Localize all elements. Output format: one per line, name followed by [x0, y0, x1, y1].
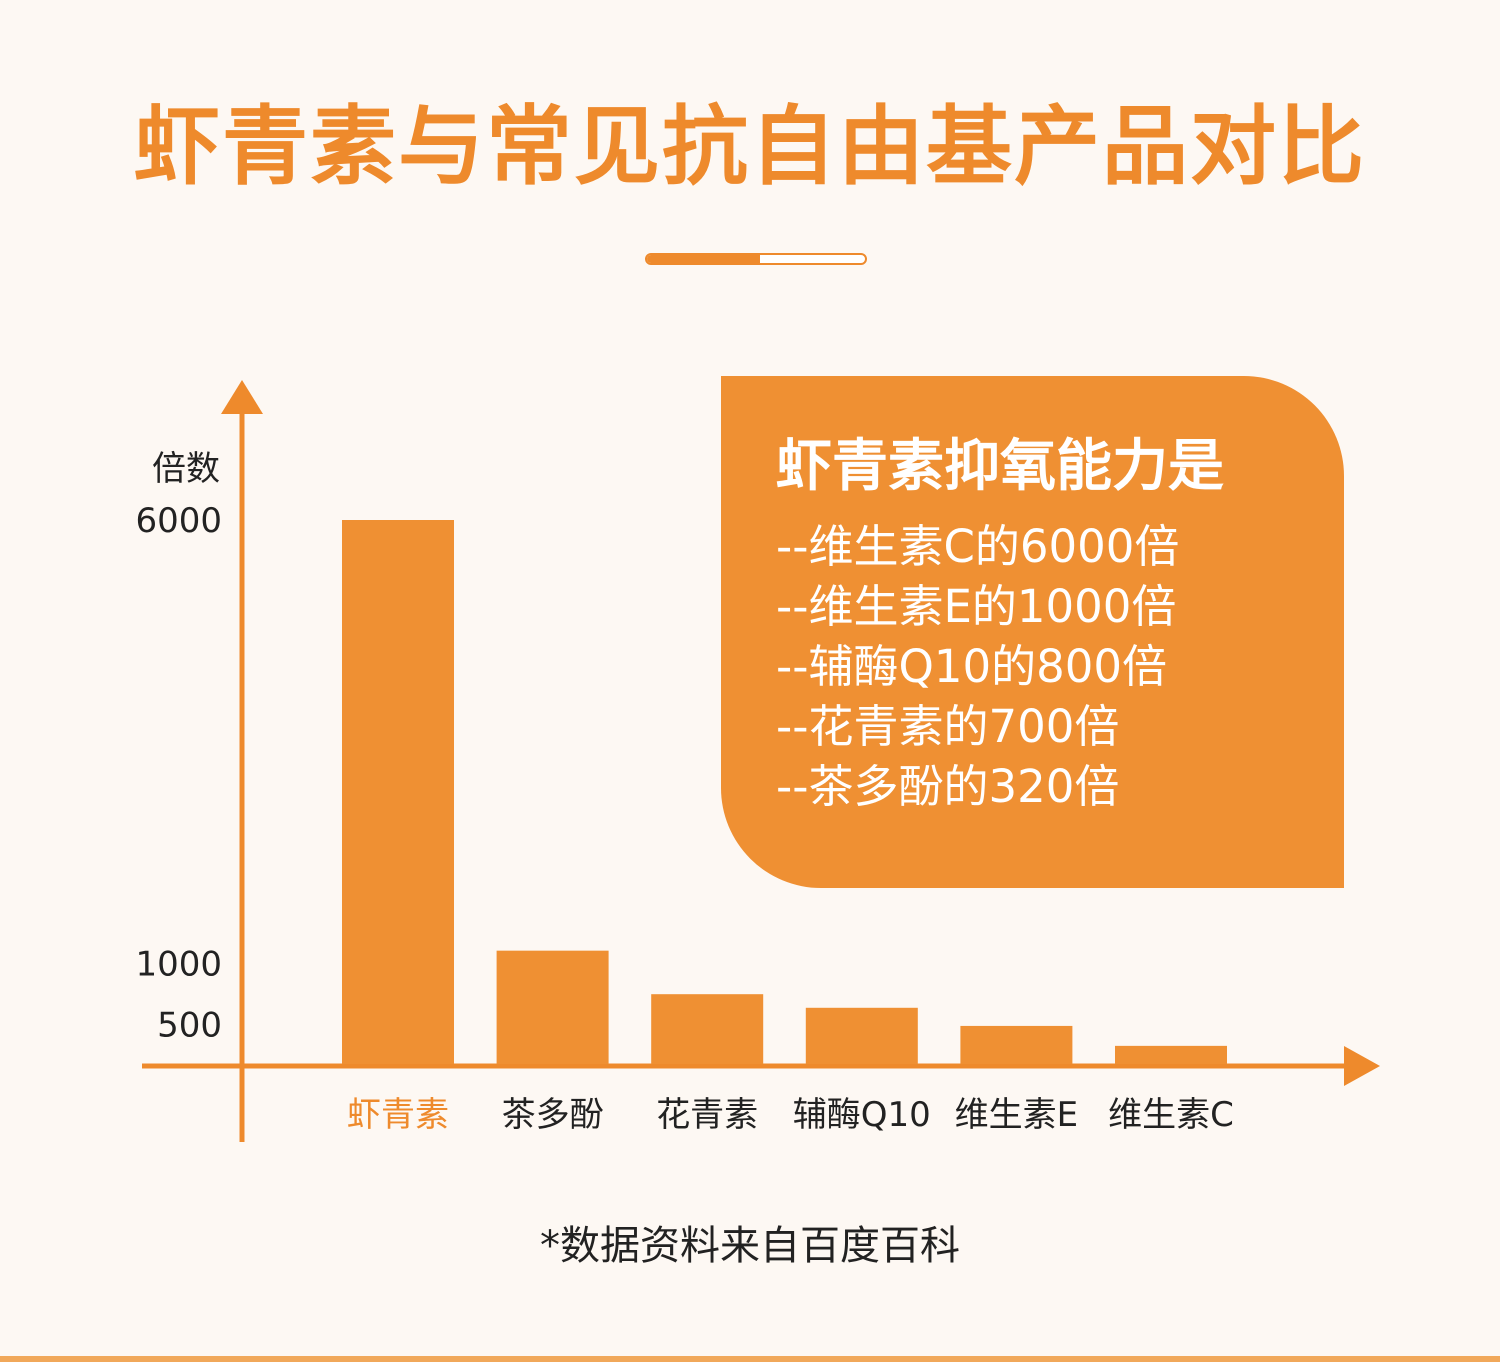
x-tick-label: 辅酶Q10: [793, 1095, 931, 1135]
title-divider-bar: [645, 253, 867, 265]
bar-3: [651, 994, 764, 1064]
x-tick-label: 维生素E: [955, 1095, 1078, 1135]
info-line-vitamin-e: --维生素E的1000倍: [776, 580, 1177, 633]
x-tick-label: 维生素C: [1108, 1095, 1234, 1135]
x-tick-label: 茶多酚: [502, 1095, 604, 1135]
source-footnote: *数据资料来自百度百科: [540, 1223, 960, 1269]
title-divider-fill: [647, 255, 761, 263]
y-tick-label: 1000: [135, 944, 222, 984]
y-tick-label: 6000: [135, 501, 222, 541]
bar-4: [805, 1007, 918, 1064]
info-line-anthocyanin: --花青素的700倍: [776, 700, 1120, 753]
y-axis-arrow: [221, 380, 263, 414]
info-line-coq10: --辅酶Q10的800倍: [776, 640, 1168, 693]
bar-1: [342, 520, 454, 1064]
info-line-tea-polyphenol: --茶多酚的320倍: [776, 760, 1120, 813]
info-line-vitamin-c: --维生素C的6000倍: [776, 520, 1180, 573]
bar-5: [960, 1025, 1073, 1064]
x-tick-label: 虾青素: [347, 1095, 449, 1135]
x-tick-label: 花青素: [656, 1095, 758, 1135]
bar-2: [496, 950, 609, 1064]
y-tick-label: 500: [157, 1006, 222, 1046]
info-heading: 虾青素抑氧能力是: [776, 434, 1224, 499]
bar-6: [1115, 1045, 1227, 1064]
page-title: 虾青素与常见抗自由基产品对比: [134, 97, 1366, 197]
y-axis-label: 倍数: [152, 449, 220, 489]
x-axis-arrow: [1344, 1046, 1380, 1086]
info-callout-box: 虾青素抑氧能力是 --维生素C的6000倍 --维生素E的1000倍 --辅酶Q…: [721, 376, 1344, 888]
bottom-border-line: [0, 1356, 1500, 1362]
